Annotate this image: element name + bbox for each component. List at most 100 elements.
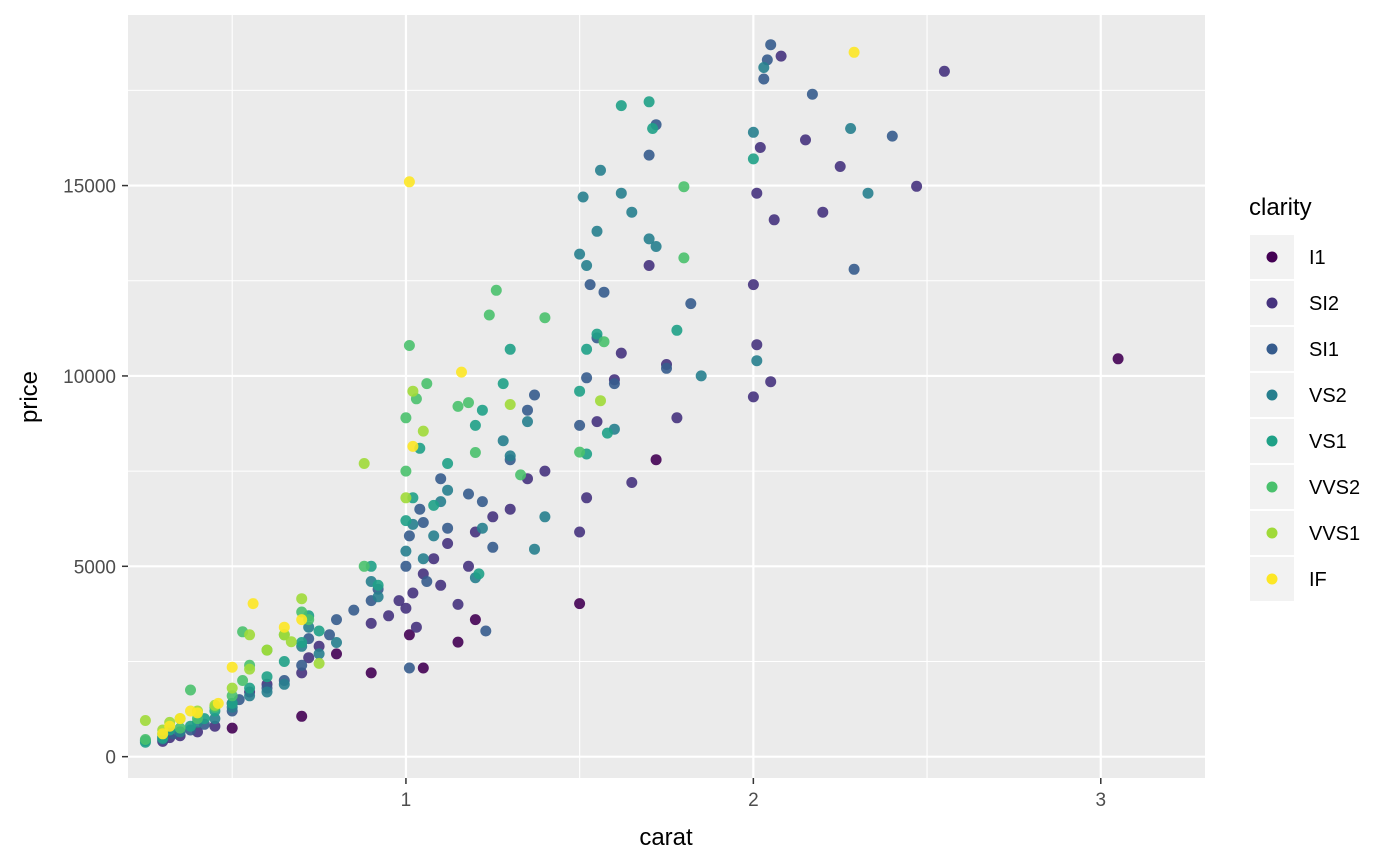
point-si2 — [452, 598, 464, 610]
legend-label-vs1: VS1 — [1309, 431, 1347, 453]
point-vvs2 — [678, 181, 690, 193]
point-si2 — [751, 187, 763, 199]
point-vvs1 — [285, 636, 297, 648]
point-vs1 — [747, 153, 759, 165]
point-si2 — [296, 667, 308, 679]
point-if — [848, 46, 860, 58]
point-vvs2 — [598, 336, 610, 348]
point-si2 — [410, 621, 422, 633]
point-vvs1 — [313, 657, 325, 669]
point-si1 — [403, 530, 415, 542]
point-vvs1 — [504, 399, 516, 410]
point-vs2 — [758, 62, 770, 73]
point-vs2 — [497, 435, 509, 447]
point-if — [456, 366, 467, 378]
point-vs1 — [372, 579, 384, 591]
point-si2 — [643, 260, 655, 271]
legend-swatch-i1 — [1266, 251, 1278, 263]
point-vs2 — [400, 545, 412, 557]
x-tick-label: 1 — [401, 790, 412, 811]
point-vs1 — [504, 343, 516, 355]
point-si1 — [886, 130, 898, 142]
point-vs1 — [647, 123, 659, 134]
point-if — [247, 598, 259, 610]
y-tick-label: 15000 — [63, 177, 116, 198]
point-si1 — [608, 378, 620, 390]
point-si2 — [463, 560, 474, 572]
point-i1 — [331, 648, 342, 660]
point-si2 — [487, 511, 499, 523]
point-if — [407, 440, 419, 452]
point-vvs1 — [358, 458, 370, 469]
point-vs1 — [615, 100, 627, 112]
legend-label-vs2: VS2 — [1309, 385, 1347, 407]
point-vvs2 — [139, 734, 151, 745]
point-si2 — [747, 279, 759, 291]
legend-swatch-vs1 — [1266, 435, 1278, 447]
point-vvs2 — [421, 378, 433, 390]
point-vs2 — [643, 233, 655, 245]
point-si1 — [765, 39, 777, 51]
point-vvs2 — [490, 284, 502, 296]
point-vs2 — [751, 355, 763, 367]
point-i1 — [452, 636, 464, 648]
legend-label-vvs1: VVS1 — [1309, 523, 1360, 545]
legend-swatch-if — [1266, 573, 1278, 585]
point-vs2 — [504, 450, 516, 462]
point-si2 — [800, 134, 811, 146]
point-si2 — [765, 376, 777, 388]
point-i1 — [403, 629, 415, 641]
point-si1 — [581, 372, 593, 384]
point-vs1 — [185, 720, 196, 732]
point-si1 — [400, 560, 412, 572]
point-si1 — [574, 419, 586, 431]
point-vs1 — [581, 343, 593, 355]
point-si2 — [747, 391, 759, 403]
point-vs2 — [595, 164, 606, 176]
point-if — [164, 720, 176, 732]
point-if — [212, 697, 224, 709]
point-vs1 — [226, 697, 238, 709]
point-vs1 — [313, 625, 325, 637]
legend-label-i1: I1 — [1309, 247, 1326, 269]
point-vvs1 — [226, 682, 238, 694]
point-si1 — [848, 263, 860, 275]
point-si2 — [407, 587, 419, 599]
point-si2 — [834, 161, 846, 172]
y-axis: 0 5000 10000 15000 — [63, 177, 128, 769]
point-si1 — [417, 517, 429, 528]
legend-swatch-si2 — [1266, 297, 1278, 309]
point-vs1 — [601, 427, 613, 439]
point-vs1 — [497, 378, 509, 390]
point-si2 — [911, 180, 923, 192]
point-i1 — [417, 662, 429, 674]
point-vs1 — [296, 637, 308, 648]
point-vs1 — [476, 404, 488, 416]
point-vvs2 — [226, 690, 238, 702]
point-si1 — [476, 496, 488, 508]
panel-background — [128, 15, 1205, 778]
y-tick-label: 5000 — [74, 557, 116, 578]
legend-swatch-vvs1 — [1266, 527, 1278, 539]
legend-swatch-vvs2 — [1266, 481, 1278, 493]
point-vs2 — [476, 522, 488, 534]
point-si2 — [539, 465, 551, 477]
point-vvs2 — [452, 400, 464, 412]
point-vs2 — [539, 511, 551, 523]
point-vs2 — [261, 686, 273, 698]
point-si2 — [428, 553, 440, 565]
point-vvs2 — [469, 447, 481, 458]
point-si1 — [598, 286, 610, 298]
point-vs1 — [574, 385, 586, 397]
point-vs2 — [650, 241, 662, 252]
legend-title: clarity — [1249, 194, 1312, 221]
point-vvs1 — [261, 644, 273, 656]
y-tick-label: 10000 — [63, 367, 116, 388]
point-si2 — [383, 610, 395, 622]
point-vvs2 — [678, 252, 690, 264]
point-vs2 — [244, 690, 256, 702]
y-tick-label: 0 — [105, 748, 116, 769]
point-si2 — [303, 652, 315, 664]
point-si2 — [591, 416, 603, 428]
point-vvs2 — [174, 722, 186, 734]
